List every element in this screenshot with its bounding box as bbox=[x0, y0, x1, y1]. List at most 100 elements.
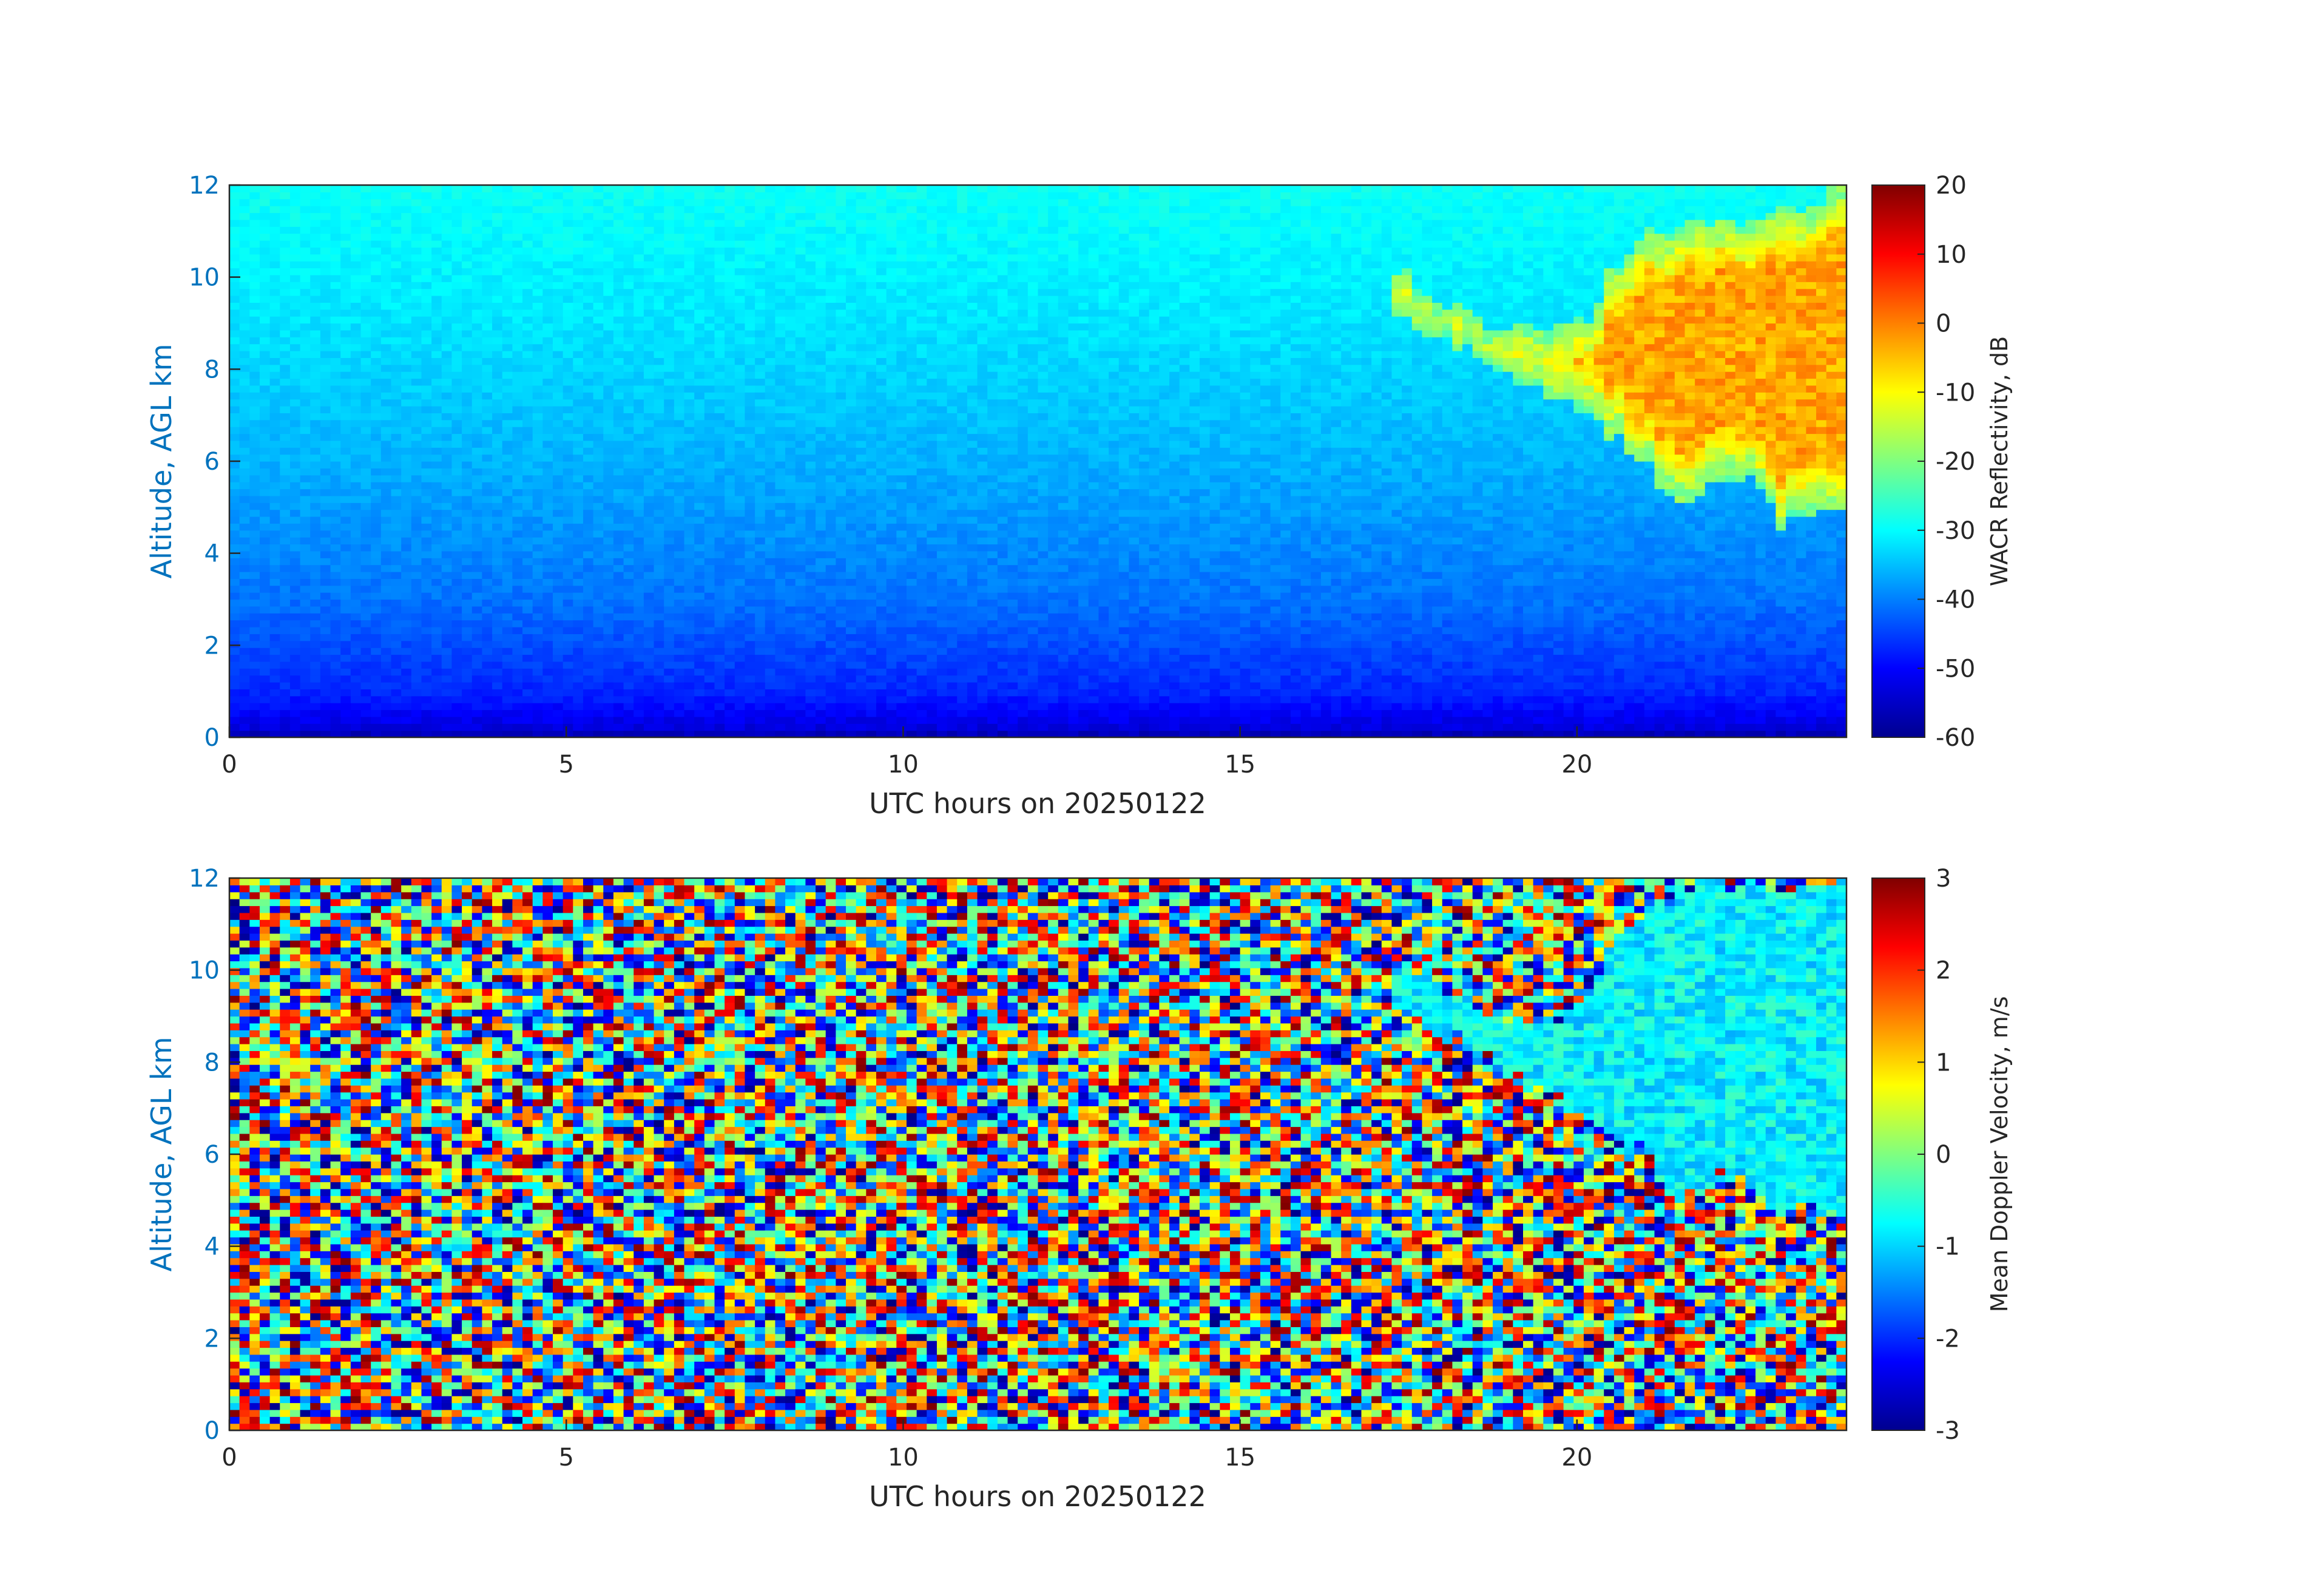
heatmap-cell bbox=[583, 247, 593, 254]
heatmap-cell bbox=[725, 710, 735, 717]
heatmap-cell bbox=[249, 268, 260, 276]
heatmap-cell bbox=[805, 723, 816, 731]
heatmap-cell bbox=[735, 696, 745, 703]
heatmap-cell bbox=[522, 516, 533, 524]
heatmap-cell bbox=[351, 586, 361, 593]
heatmap-cell bbox=[371, 392, 381, 399]
heatmap-cell bbox=[664, 544, 674, 552]
heatmap-cell bbox=[735, 185, 745, 192]
heatmap-cell bbox=[229, 385, 240, 393]
heatmap-cell bbox=[381, 413, 391, 420]
heatmap-cell bbox=[542, 530, 553, 538]
heatmap-cell bbox=[542, 655, 553, 662]
heatmap-cell bbox=[694, 551, 704, 558]
heatmap-cell bbox=[482, 468, 492, 475]
heatmap-cell bbox=[664, 455, 674, 462]
heatmap-cell bbox=[310, 365, 320, 372]
heatmap-cell bbox=[240, 723, 250, 731]
heatmap-cell bbox=[745, 648, 755, 655]
heatmap-cell bbox=[816, 696, 826, 703]
heatmap-cell bbox=[431, 289, 442, 296]
heatmap-cell bbox=[462, 600, 472, 607]
heatmap-cell bbox=[442, 441, 452, 448]
heatmap-cell bbox=[280, 365, 290, 372]
heatmap-cell bbox=[260, 226, 270, 234]
heatmap-cell bbox=[624, 648, 634, 655]
heatmap-cell bbox=[613, 379, 624, 386]
heatmap-cell bbox=[320, 489, 331, 496]
heatmap-cell bbox=[715, 516, 725, 524]
heatmap-cell bbox=[249, 213, 260, 220]
heatmap-cell bbox=[735, 240, 745, 248]
heatmap-cell bbox=[300, 530, 311, 538]
heatmap-cell bbox=[331, 468, 341, 475]
heatmap-cell bbox=[633, 302, 644, 309]
heatmap-cell bbox=[522, 586, 533, 593]
heatmap-cell bbox=[229, 213, 240, 220]
heatmap-cell bbox=[421, 234, 431, 241]
heatmap-cell bbox=[512, 627, 522, 634]
heatmap-cell bbox=[583, 475, 593, 482]
heatmap-cell bbox=[421, 399, 431, 407]
heatmap-cell bbox=[260, 696, 270, 703]
heatmap-cell bbox=[816, 592, 826, 600]
heatmap-cell bbox=[310, 592, 320, 600]
heatmap-cell bbox=[371, 523, 381, 530]
heatmap-cell bbox=[694, 675, 704, 683]
heatmap-cell bbox=[310, 537, 320, 544]
heatmap-cell bbox=[796, 282, 806, 289]
heatmap-cell bbox=[280, 613, 290, 620]
heatmap-cell bbox=[361, 213, 371, 220]
heatmap-cell bbox=[249, 365, 260, 372]
heatmap-cell bbox=[411, 323, 422, 331]
heatmap-cell bbox=[725, 675, 735, 683]
heatmap-cell bbox=[451, 461, 462, 468]
heatmap-cell bbox=[542, 275, 553, 282]
heatmap-cell bbox=[300, 226, 311, 234]
heatmap-cell bbox=[522, 316, 533, 323]
heatmap-cell bbox=[310, 441, 320, 448]
heatmap-cell bbox=[684, 717, 695, 724]
heatmap-cell bbox=[755, 530, 765, 538]
heatmap-cell bbox=[391, 723, 402, 731]
heatmap-cell bbox=[674, 268, 684, 276]
heatmap-cell bbox=[725, 434, 735, 441]
heatmap-cell bbox=[765, 648, 775, 655]
heatmap-cell bbox=[583, 302, 593, 309]
heatmap-cell bbox=[502, 399, 513, 407]
heatmap-cell bbox=[765, 213, 775, 220]
heatmap-cell bbox=[553, 661, 563, 669]
heatmap-cell bbox=[361, 282, 371, 289]
heatmap-cell bbox=[704, 406, 715, 413]
heatmap-cell bbox=[381, 689, 391, 696]
heatmap-cell bbox=[715, 413, 725, 420]
heatmap-cell bbox=[765, 717, 775, 724]
heatmap-cell bbox=[300, 220, 311, 227]
heatmap-cell bbox=[340, 606, 351, 614]
heatmap-cell bbox=[745, 606, 755, 614]
heatmap-cell bbox=[401, 592, 411, 600]
heatmap-cell bbox=[563, 537, 573, 544]
heatmap-cell bbox=[442, 537, 452, 544]
heatmap-cell bbox=[644, 530, 654, 538]
heatmap-cell bbox=[805, 392, 816, 399]
heatmap-cell bbox=[371, 344, 381, 351]
heatmap-cell bbox=[542, 392, 553, 399]
heatmap-cell bbox=[300, 240, 311, 248]
heatmap-cell bbox=[290, 641, 300, 648]
heatmap-cell bbox=[472, 379, 482, 386]
heatmap-cell bbox=[654, 537, 664, 544]
heatmap-cell bbox=[533, 455, 543, 462]
heatmap-cell bbox=[704, 441, 715, 448]
heatmap-cell bbox=[492, 461, 502, 468]
heatmap-cell bbox=[796, 296, 806, 303]
heatmap-cell bbox=[280, 516, 290, 524]
heatmap-cell bbox=[492, 510, 502, 517]
heatmap-cell bbox=[542, 379, 553, 386]
heatmap-cell bbox=[735, 592, 745, 600]
heatmap-cell bbox=[401, 627, 411, 634]
heatmap-cell bbox=[735, 344, 745, 351]
heatmap-cell bbox=[664, 323, 674, 331]
heatmap-cell bbox=[381, 330, 391, 337]
heatmap-cell bbox=[290, 392, 300, 399]
